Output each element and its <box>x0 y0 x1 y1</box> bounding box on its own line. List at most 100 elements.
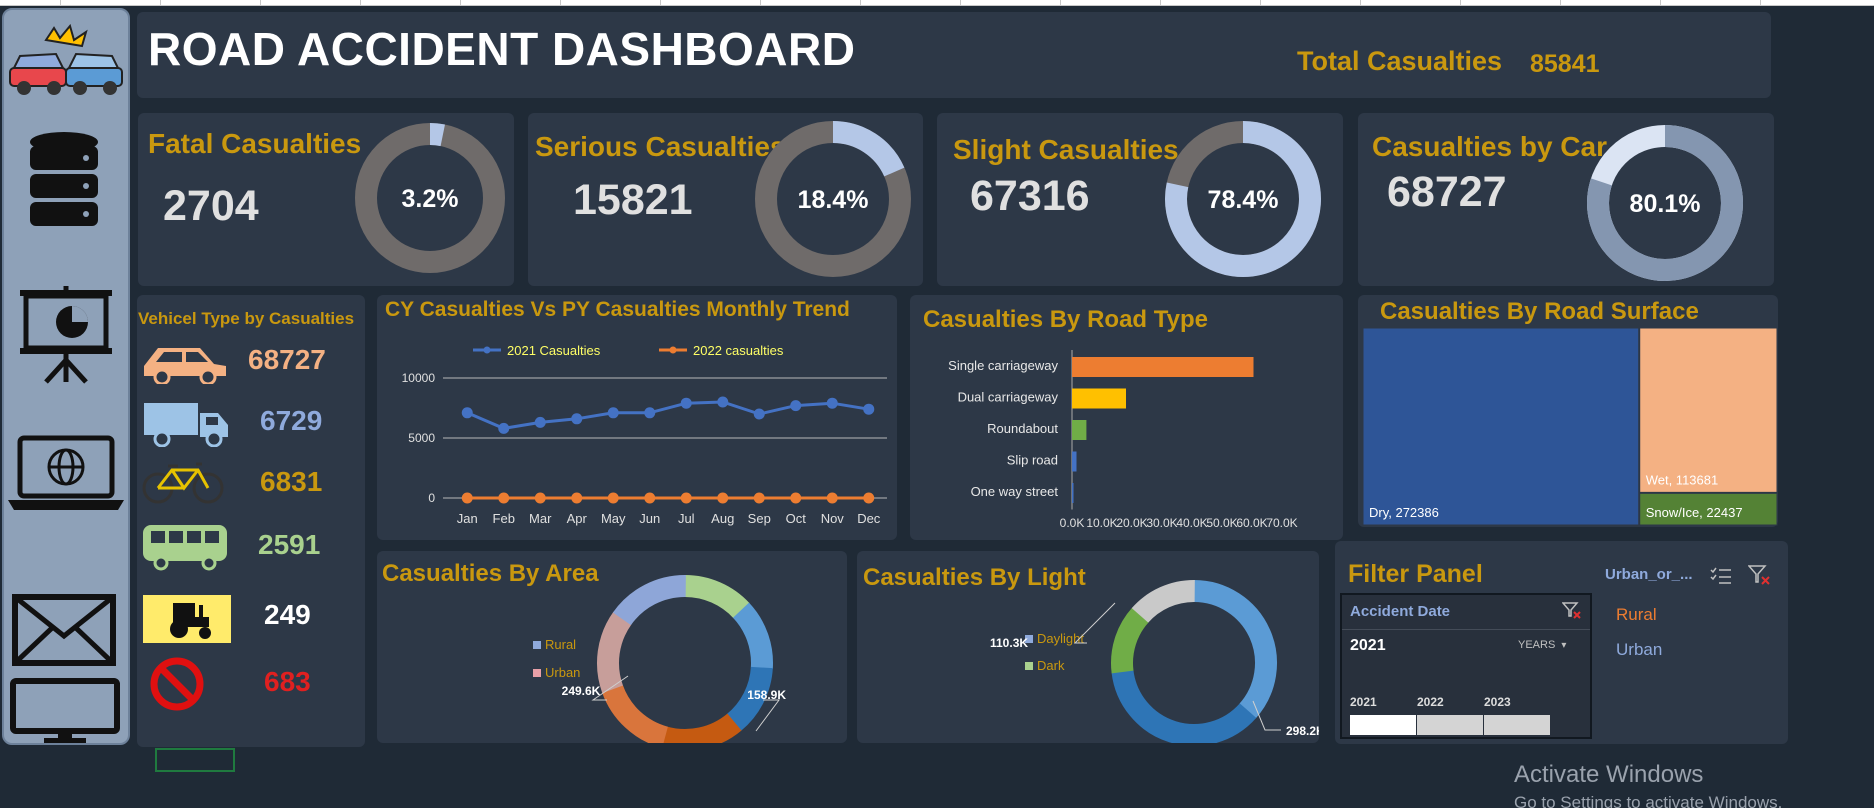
legend-swatch <box>533 669 541 677</box>
category-label: Slip road <box>1007 453 1058 468</box>
x-tick-label: 40.0K <box>1176 516 1207 530</box>
x-tick-label: 70.0K <box>1266 516 1297 530</box>
vehicle-row[interactable]: 2591 <box>140 523 360 573</box>
legend-swatch <box>1025 635 1033 643</box>
clear-filter-icon[interactable] <box>1562 602 1582 620</box>
x-tick-label: 60.0K <box>1236 516 1267 530</box>
header-card <box>137 12 1771 98</box>
donut-percent-label: 80.1% <box>1630 190 1701 218</box>
activate-windows-watermark: Activate Windows <box>1514 761 1704 788</box>
accident-date-slicer[interactable]: Accident Date 2021 YEARS ▾ 2021 2022 202… <box>1340 593 1592 739</box>
donut-slice <box>726 666 773 732</box>
urban-slicer-item[interactable]: Urban <box>1616 640 1663 659</box>
data-point <box>753 492 765 504</box>
tractor-icon <box>143 595 231 643</box>
vehicle-value: 249 <box>264 599 311 630</box>
data-label: 298.2K <box>1286 724 1319 738</box>
treemap-cell <box>1639 492 1778 526</box>
x-tick-label: Sep <box>748 511 771 526</box>
category-label: Dual carriageway <box>958 390 1059 405</box>
activate-windows-subtext: Go to Settings to activate Windows. <box>1514 793 1783 808</box>
kpi-car-value: 68727 <box>1387 168 1507 216</box>
road-type-chart[interactable]: Single carriageway Dual carriageway Rounda… <box>910 340 1343 540</box>
y-tick-label: 0 <box>428 491 435 505</box>
bicycle-icon <box>142 462 224 504</box>
bar <box>1072 388 1126 409</box>
timeline-bar-2023[interactable] <box>1484 715 1550 735</box>
category-label: Single carriageway <box>948 358 1058 373</box>
vehicle-value: 2591 <box>258 529 321 560</box>
bar <box>1072 420 1087 440</box>
timeline-bar-2021[interactable] <box>1350 715 1416 735</box>
x-tick-label: Feb <box>493 511 515 526</box>
road-surface-treemap[interactable]: Dry, 272386 Wet, 113681 Snow/Ice, 22437 <box>1363 328 1778 526</box>
timeline-year-label: 2022 <box>1417 695 1444 709</box>
mail-icon[interactable] <box>12 594 116 666</box>
kpi-slight-value: 67316 <box>970 172 1090 220</box>
chevron-down-icon: ▾ <box>1561 640 1567 651</box>
data-point <box>461 492 473 504</box>
vehicle-row[interactable]: 683 <box>140 657 360 711</box>
monthly-trend-chart[interactable]: 2021 Casualties 2022 casualties 10000 5000 0… <box>377 330 897 535</box>
presentation-chart-icon[interactable] <box>16 282 116 384</box>
x-tick-label: Oct <box>786 511 807 526</box>
legend-swatch <box>533 641 541 649</box>
database-icon[interactable] <box>26 130 102 230</box>
time-level-dropdown[interactable]: YEARS ▾ <box>1518 639 1566 651</box>
car-icon <box>144 348 226 384</box>
x-tick-label: 0.0K <box>1060 516 1085 530</box>
data-point <box>644 407 656 419</box>
legend-marker <box>669 346 677 354</box>
no-entry-icon <box>150 657 204 711</box>
donut-slice <box>1111 607 1149 674</box>
selected-year: 2021 <box>1350 637 1386 654</box>
data-label: 110.3K <box>990 636 1028 650</box>
x-tick-label: Jun <box>639 511 660 526</box>
donut-segment <box>832 121 905 177</box>
road-type-card <box>910 295 1343 540</box>
legend-label: Rural <box>545 637 576 652</box>
x-tick-label: Jul <box>678 511 695 526</box>
multi-select-icon[interactable] <box>1710 566 1732 586</box>
selected-cell[interactable] <box>155 748 235 772</box>
legend-label: 2022 casualties <box>693 343 784 358</box>
donut-segment <box>429 123 445 147</box>
monitor-icon[interactable] <box>10 678 120 744</box>
vehicle-value: 6729 <box>260 405 323 436</box>
filter-panel-title: Filter Panel <box>1348 560 1483 588</box>
area-donut-chart[interactable]: Rural Urban 158.9K 249.6K <box>377 551 847 743</box>
car-crash-icon[interactable] <box>6 24 126 104</box>
timeline-bar-2022[interactable] <box>1417 715 1483 735</box>
donut-slice <box>684 575 750 619</box>
data-point <box>863 492 875 504</box>
treemap-cell <box>1363 328 1640 526</box>
donut-percent-label: 78.4% <box>1208 186 1279 214</box>
vehicle-row[interactable]: 68727 <box>140 338 360 388</box>
kpi-fatal-label: Fatal Casualties <box>148 128 362 159</box>
category-label: One way street <box>971 484 1059 499</box>
light-donut-chart[interactable]: Daylight Dark 298.2K 110.3K <box>857 551 1319 743</box>
leader-line <box>1252 700 1281 731</box>
vehicle-row[interactable]: 6729 <box>140 399 360 449</box>
truck-icon <box>144 403 228 447</box>
x-tick-label: 10.0K <box>1086 516 1117 530</box>
data-point <box>607 492 619 504</box>
vehicle-row[interactable]: 6831 <box>140 460 360 510</box>
data-point <box>571 413 583 425</box>
bus-icon <box>143 525 227 571</box>
urban-slicer-item[interactable]: Rural <box>1616 605 1657 624</box>
data-point <box>571 492 583 504</box>
road-type-title: Casualties By Road Type <box>923 306 1208 333</box>
donut-slice <box>612 575 687 626</box>
donut-segment <box>1587 125 1743 281</box>
vehicle-value: 6831 <box>260 466 323 497</box>
time-level-label: YEARS <box>1518 639 1556 651</box>
data-point <box>680 492 692 504</box>
x-tick-label: May <box>601 511 626 526</box>
clear-filter-icon[interactable] <box>1748 565 1772 587</box>
data-label: 249.6K <box>562 684 601 698</box>
legend-label: Urban <box>545 665 580 680</box>
data-point <box>826 397 838 409</box>
laptop-globe-icon[interactable] <box>6 434 126 514</box>
vehicle-row[interactable]: 249 <box>140 593 360 643</box>
